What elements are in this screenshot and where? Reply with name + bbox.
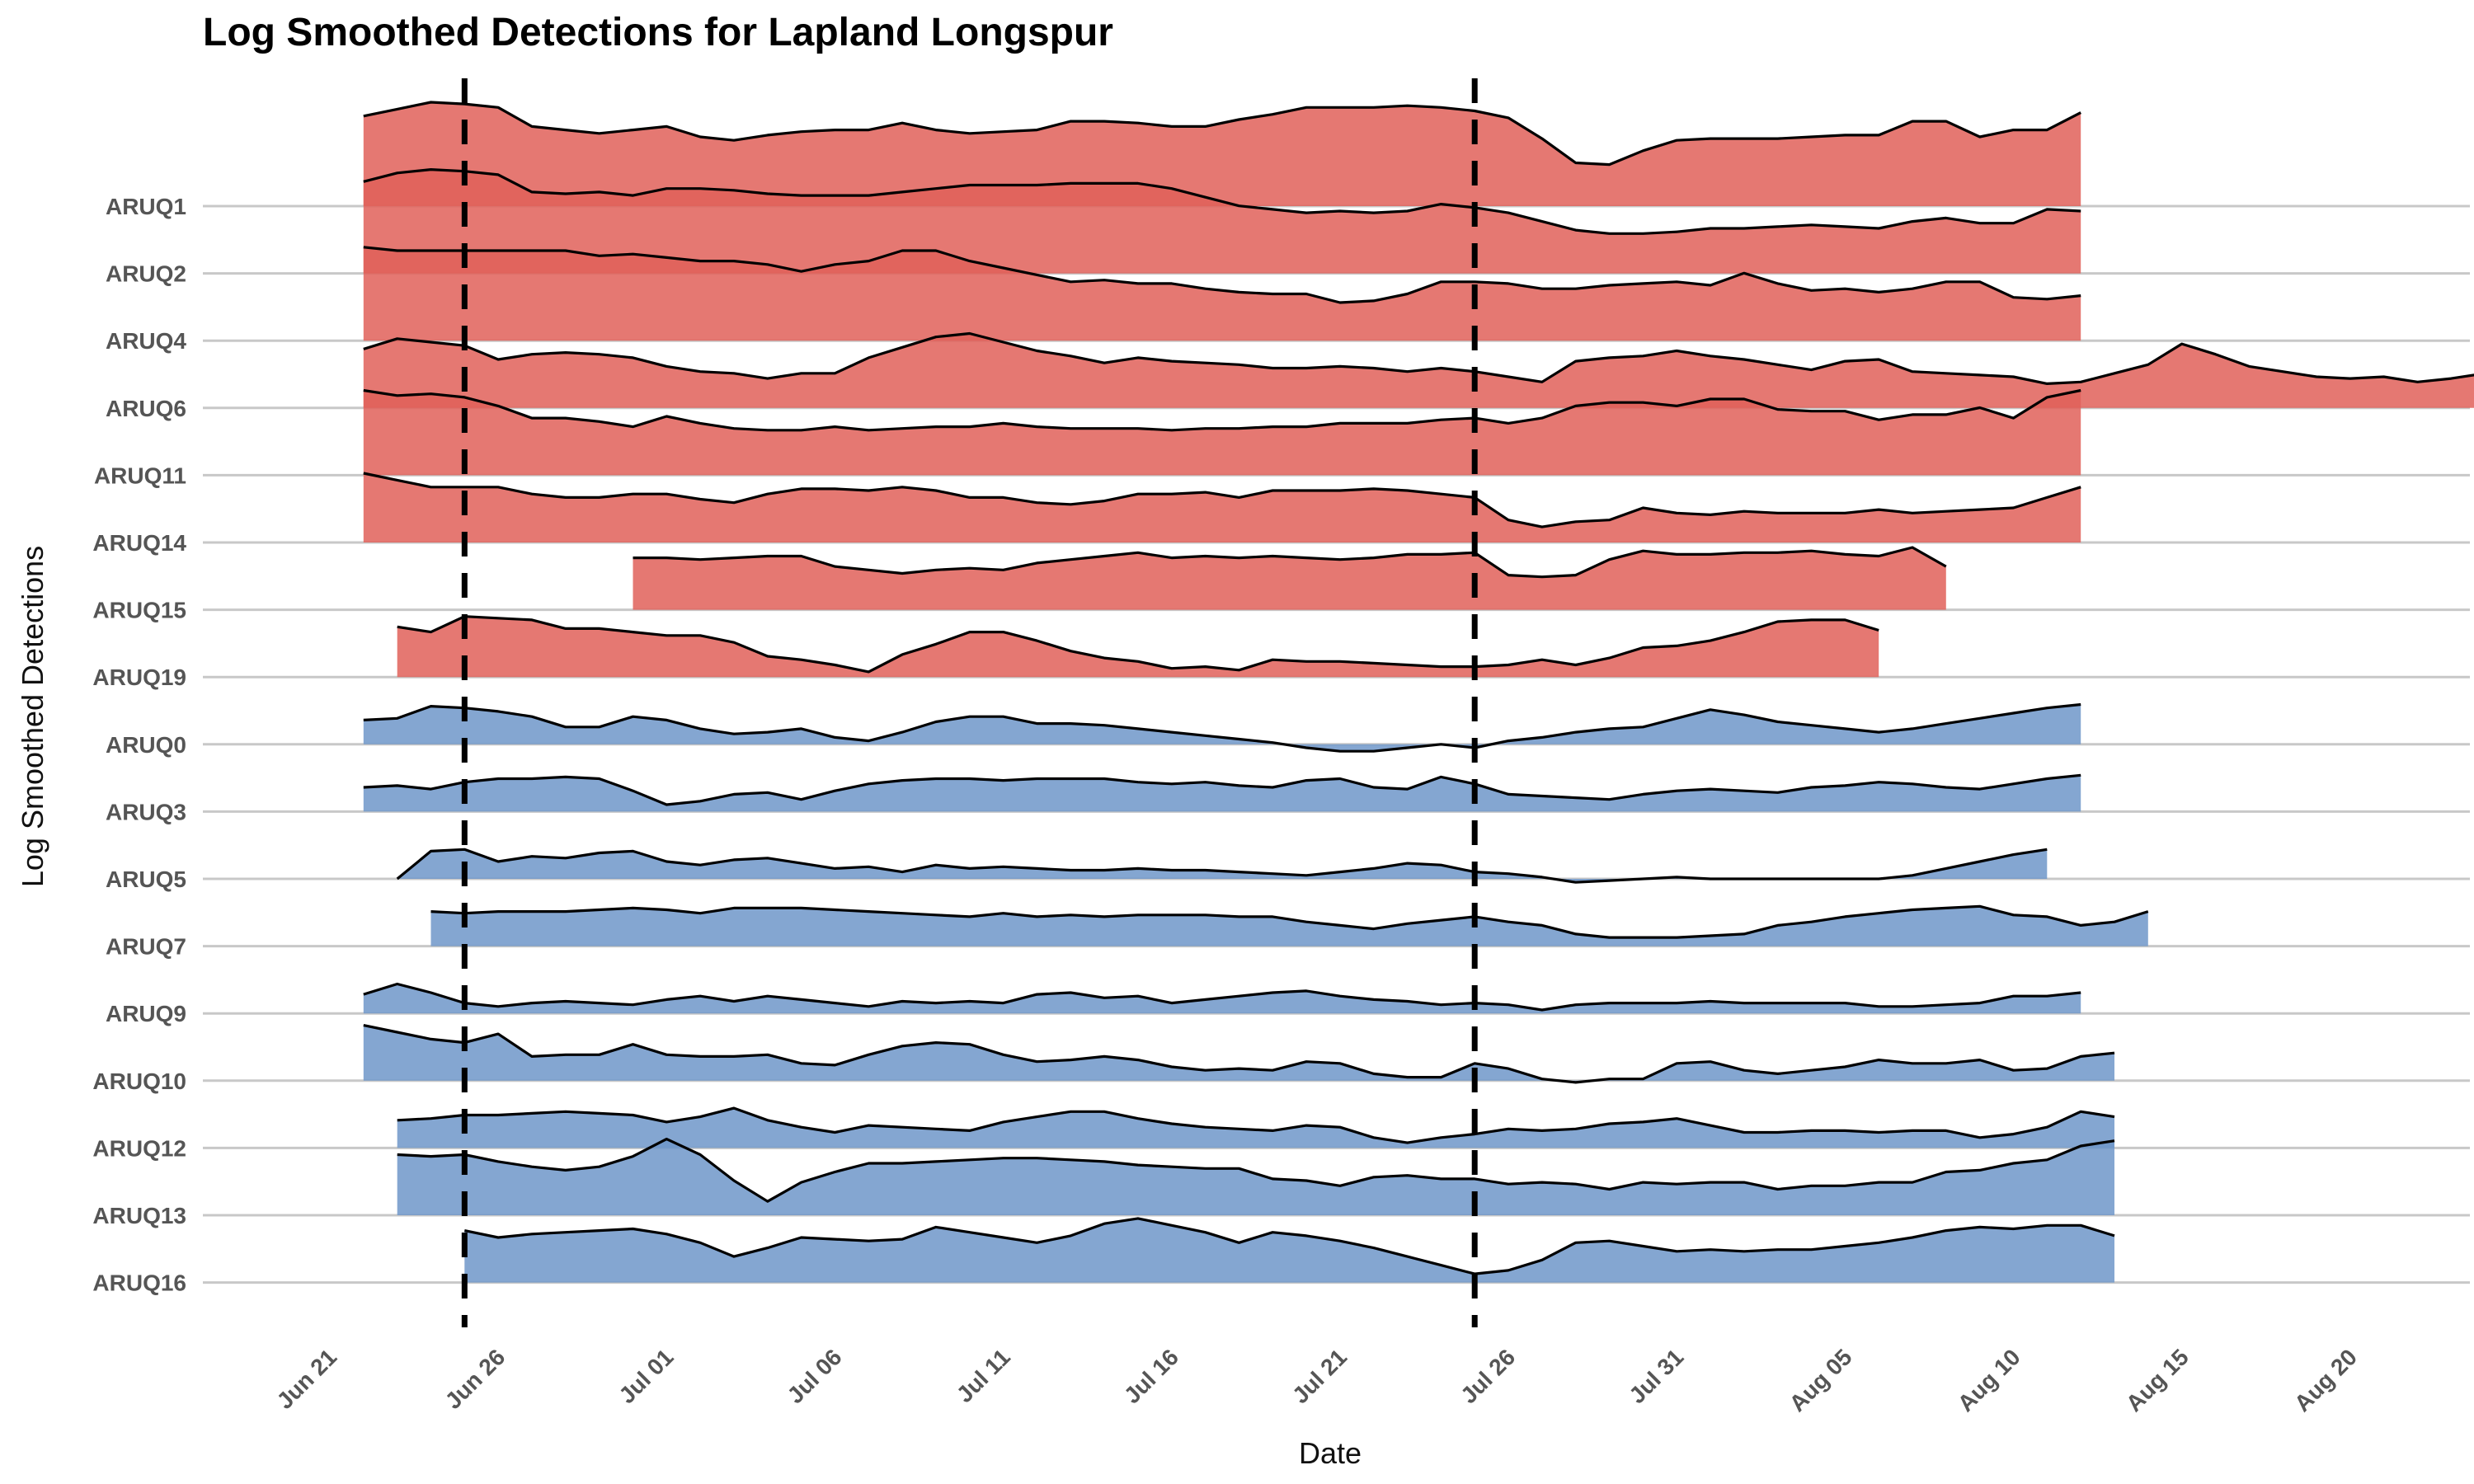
ridge-area-ARUQ16 bbox=[464, 1218, 2114, 1283]
ridge-ARUQ2 bbox=[363, 168, 2081, 274]
reference-lines bbox=[461, 78, 1478, 1327]
xtick-label: Aug 05 bbox=[1785, 1344, 1857, 1416]
ridge-line-ARUQ15 bbox=[633, 546, 1947, 579]
ridge-line-ARUQ6 bbox=[363, 331, 2474, 385]
xtick-label: Jul 21 bbox=[1287, 1344, 1352, 1408]
ridge-line-ARUQ19 bbox=[397, 615, 1879, 674]
ridge-line-ARUQ7 bbox=[430, 904, 2149, 939]
xtick-label: Jun 26 bbox=[440, 1344, 510, 1414]
ridge-line-ARUQ3 bbox=[363, 773, 2081, 806]
ridge-ARUQ4 bbox=[363, 246, 2081, 341]
ridge-ARUQ15 bbox=[633, 546, 1947, 610]
ytick-label: ARUQ13 bbox=[92, 1203, 186, 1228]
chart-title: Log Smoothed Detections for Lapland Long… bbox=[203, 11, 1113, 54]
ridge-line-ARUQ0 bbox=[363, 702, 2081, 753]
ridge-ARUQ11 bbox=[363, 388, 2081, 476]
xtick-label: Aug 20 bbox=[2289, 1344, 2362, 1416]
ridge-ARUQ13 bbox=[397, 1138, 2115, 1215]
ridge-line-ARUQ10 bbox=[363, 1024, 2115, 1084]
ridge-ARUQ14 bbox=[363, 472, 2081, 542]
ridge-ARUQ3 bbox=[363, 773, 2081, 812]
xtick-label: Aug 15 bbox=[2121, 1344, 2194, 1416]
xtick-label: Jul 16 bbox=[1119, 1344, 1183, 1408]
ridge-ARUQ6 bbox=[363, 331, 2474, 408]
ridge-ARUQ16 bbox=[463, 1217, 2115, 1283]
ytick-label: ARUQ16 bbox=[92, 1270, 186, 1296]
ytick-label: ARUQ5 bbox=[106, 866, 186, 892]
ridge-line-ARUQ14 bbox=[363, 472, 2081, 528]
ytick-label: ARUQ19 bbox=[92, 665, 186, 690]
ridge-ARUQ19 bbox=[397, 615, 1879, 678]
ytick-label: ARUQ10 bbox=[92, 1068, 186, 1094]
ridge-line-ARUQ16 bbox=[463, 1217, 2115, 1275]
y-axis-ticks: ARUQ1 ARUQ2 ARUQ4 ARUQ6 ARUQ11 ARUQ14 ARUQ15 AR… bbox=[92, 194, 186, 1296]
ytick-label: ARUQ6 bbox=[106, 396, 186, 421]
ytick-label: ARUQ12 bbox=[92, 1135, 186, 1161]
xtick-label: Jul 06 bbox=[783, 1344, 847, 1408]
ridge-line-ARUQ1 bbox=[363, 101, 2081, 167]
ytick-label: ARUQ11 bbox=[94, 463, 186, 488]
x-axis-ticks: Jun 21 Jun 26 Jul 01 Jul 06 Jul 11 Jul 16 Jul … bbox=[272, 1344, 2362, 1416]
ridge-line-ARUQ5 bbox=[396, 848, 2048, 884]
ridge-line-ARUQ11 bbox=[363, 388, 2081, 432]
ridge-ARUQ9 bbox=[363, 982, 2081, 1014]
x-axis-title: Date bbox=[1299, 1436, 1362, 1470]
ridge-line-ARUQ4 bbox=[363, 246, 2081, 304]
ytick-label: ARUQ9 bbox=[106, 1001, 186, 1026]
ridge-area-ARUQ5 bbox=[397, 849, 2048, 883]
ridge-area-ARUQ12 bbox=[397, 1108, 2115, 1148]
ridge-area-ARUQ13 bbox=[397, 1139, 2115, 1215]
ridge-line-ARUQ12 bbox=[397, 1106, 2115, 1144]
ridge-area-ARUQ11 bbox=[363, 390, 2081, 476]
ridge-area-ARUQ19 bbox=[397, 616, 1879, 678]
ytick-label: ARUQ7 bbox=[106, 934, 186, 960]
xtick-label: Jul 31 bbox=[1624, 1344, 1688, 1408]
ytick-label: ARUQ2 bbox=[106, 261, 186, 287]
ridge-ARUQ5 bbox=[396, 848, 2048, 884]
xtick-label: Jul 11 bbox=[952, 1344, 1015, 1407]
ytick-label: ARUQ0 bbox=[106, 732, 186, 758]
ridges bbox=[363, 101, 2474, 1283]
ridge-ARUQ1 bbox=[363, 101, 2081, 206]
ridge-line-ARUQ2 bbox=[363, 168, 2081, 235]
ytick-label: ARUQ3 bbox=[106, 799, 186, 824]
xtick-label: Jun 21 bbox=[272, 1344, 342, 1414]
ytick-label: ARUQ1 bbox=[106, 194, 186, 219]
ridge-line-ARUQ9 bbox=[363, 982, 2081, 1012]
xtick-label: Aug 10 bbox=[1953, 1344, 2025, 1416]
y-axis-title: Log Smoothed Detections bbox=[16, 546, 49, 887]
ridge-area-ARUQ0 bbox=[363, 704, 2081, 752]
ridge-ARUQ12 bbox=[397, 1106, 2115, 1148]
ridge-ARUQ0 bbox=[363, 702, 2081, 753]
ridge-area-ARUQ15 bbox=[633, 547, 1946, 610]
ytick-label: ARUQ15 bbox=[92, 598, 186, 623]
ytick-label: ARUQ14 bbox=[92, 530, 186, 556]
ridge-area-ARUQ14 bbox=[363, 473, 2081, 542]
ridge-area-ARUQ1 bbox=[363, 102, 2081, 206]
ridge-line-ARUQ13 bbox=[397, 1138, 2115, 1203]
xtick-label: Jul 01 bbox=[614, 1344, 678, 1408]
ridge-ARUQ10 bbox=[363, 1024, 2115, 1084]
xtick-label: Jul 26 bbox=[1456, 1344, 1520, 1408]
ytick-label: ARUQ4 bbox=[106, 328, 186, 354]
ridge-area-ARUQ3 bbox=[363, 775, 2081, 812]
ridge-area-ARUQ10 bbox=[363, 1025, 2114, 1082]
ridge-ARUQ7 bbox=[430, 904, 2149, 946]
